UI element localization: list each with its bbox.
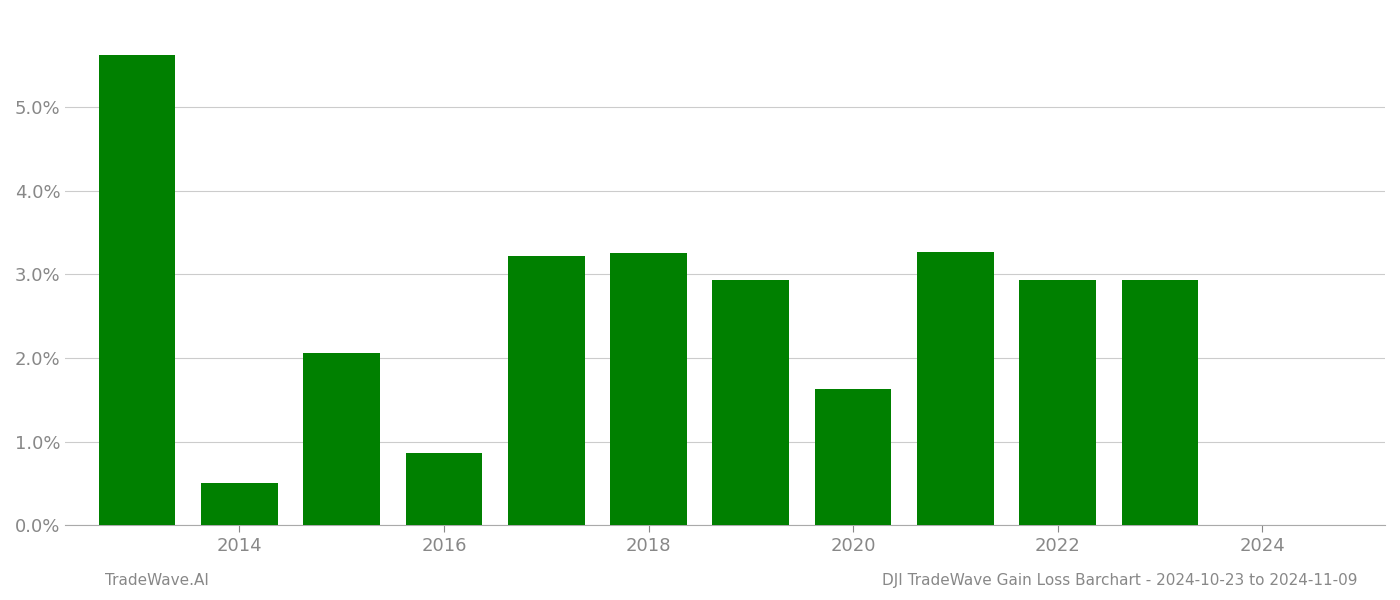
- Bar: [99, 55, 175, 525]
- Bar: [815, 389, 892, 525]
- Bar: [304, 353, 379, 525]
- Text: TradeWave.AI: TradeWave.AI: [105, 573, 209, 588]
- Bar: [713, 280, 790, 525]
- Bar: [508, 256, 585, 525]
- Bar: [917, 251, 994, 525]
- Text: DJI TradeWave Gain Loss Barchart - 2024-10-23 to 2024-11-09: DJI TradeWave Gain Loss Barchart - 2024-…: [882, 573, 1358, 588]
- Bar: [406, 453, 483, 525]
- Bar: [610, 253, 687, 525]
- Bar: [202, 482, 277, 525]
- Bar: [1019, 280, 1096, 525]
- Bar: [1121, 280, 1198, 525]
